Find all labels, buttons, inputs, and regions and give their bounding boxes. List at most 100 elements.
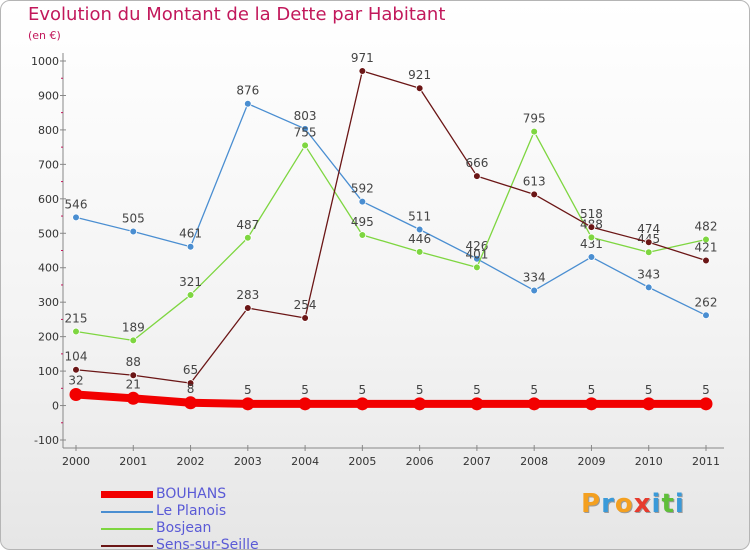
- data-label-bouhans: 5: [244, 383, 252, 397]
- data-point-bosjean: [530, 127, 538, 136]
- x-tick-label: 2011: [692, 455, 720, 468]
- y-tick-label: 600: [38, 193, 59, 206]
- data-point-bouhans: [470, 397, 484, 411]
- data-point-bosjean: [644, 248, 653, 257]
- data-label-bouhans: 5: [473, 383, 481, 397]
- y-tick-label: 400: [38, 262, 59, 275]
- x-tick-label: 2010: [635, 455, 663, 468]
- data-point-bouhans: [413, 397, 427, 411]
- y-tick-label: 100: [38, 365, 59, 378]
- data-label-sens-sur-seille: 474: [637, 222, 660, 236]
- legend-swatch: [101, 545, 153, 547]
- x-tick-label: 2002: [177, 455, 205, 468]
- legend-swatch: [101, 511, 153, 513]
- data-point-sens-sur-seille: [415, 84, 424, 93]
- data-label-bouhans: 32: [68, 374, 83, 388]
- data-label-sens-sur-seille: 518: [580, 207, 603, 221]
- data-label-bosjean: 189: [122, 320, 145, 334]
- data-label-bosjean: 482: [695, 219, 718, 233]
- series-line-bouhans: [72, 390, 710, 408]
- data-point-sens-sur-seille: [587, 223, 596, 231]
- y-tick-label: 900: [38, 89, 59, 102]
- data-point-le-planois: [530, 286, 538, 295]
- data-point-bosjean: [473, 263, 481, 272]
- data-label-bosjean: 487: [236, 218, 259, 232]
- data-label-le-planois: 431: [580, 237, 603, 251]
- y-tick-label: 300: [38, 296, 59, 309]
- data-point-le-planois: [244, 99, 252, 108]
- y-tick-label: 0: [52, 400, 59, 413]
- data-point-le-planois: [644, 283, 653, 292]
- series-line-sens-sur-seille: [75, 70, 707, 384]
- data-label-bosjean: 795: [523, 112, 546, 126]
- data-point-bouhans: [699, 397, 713, 411]
- series-line-bosjean: [75, 130, 707, 342]
- data-label-sens-sur-seille: 283: [236, 288, 259, 302]
- data-label-sens-sur-seille: 666: [465, 156, 488, 170]
- legend-swatch: [101, 491, 153, 498]
- data-point-bouhans: [355, 397, 369, 411]
- data-point-bouhans: [126, 391, 140, 405]
- data-label-bosjean: 215: [65, 311, 88, 325]
- x-tick-label: 2009: [577, 455, 605, 468]
- data-label-sens-sur-seille: 104: [65, 350, 88, 364]
- x-tick-label: 2006: [406, 455, 434, 468]
- data-point-le-planois: [415, 225, 424, 234]
- data-point-sens-sur-seille: [244, 304, 252, 312]
- data-point-bouhans: [298, 397, 312, 411]
- data-label-le-planois: 334: [523, 270, 546, 284]
- data-point-sens-sur-seille: [530, 190, 538, 199]
- data-point-sens-sur-seille: [129, 371, 138, 380]
- data-point-le-planois: [358, 197, 367, 206]
- y-tick-label: -100: [34, 434, 59, 447]
- y-tick-label: 800: [38, 124, 59, 137]
- data-label-bosjean: 446: [408, 232, 431, 246]
- data-label-sens-sur-seille: 971: [351, 51, 374, 65]
- data-label-le-planois: 511: [408, 209, 431, 223]
- data-point-le-planois: [702, 311, 710, 320]
- x-tick-label: 2007: [463, 455, 491, 468]
- x-tick-label: 2005: [348, 455, 376, 468]
- data-label-bouhans: 21: [126, 377, 141, 391]
- data-point-bosjean: [587, 233, 596, 242]
- data-label-bouhans: 5: [588, 383, 596, 397]
- legend-label: BOUHANS: [156, 486, 227, 502]
- data-point-bouhans: [241, 397, 255, 411]
- data-point-sens-sur-seille: [186, 379, 195, 387]
- chart-subtitle: (en €): [28, 29, 61, 42]
- data-label-le-planois: 546: [65, 197, 88, 211]
- data-label-bosjean: 401: [465, 247, 488, 261]
- data-label-bouhans: 5: [702, 383, 710, 397]
- data-point-bosjean: [358, 231, 367, 239]
- data-label-bosjean: 755: [294, 125, 317, 139]
- series-line-le-planois: [75, 103, 707, 316]
- data-label-sens-sur-seille: 613: [523, 174, 546, 188]
- data-point-bosjean: [244, 233, 252, 242]
- data-label-le-planois: 343: [637, 267, 660, 281]
- data-label-sens-sur-seille: 921: [408, 68, 431, 82]
- data-label-sens-sur-seille: 88: [126, 355, 141, 369]
- legend-label: Le Planois: [156, 503, 227, 519]
- data-point-bosjean: [301, 141, 309, 150]
- y-tick-label: 700: [38, 158, 59, 171]
- data-point-le-planois: [301, 125, 309, 133]
- data-label-bouhans: 5: [530, 383, 538, 397]
- data-label-bouhans: 5: [359, 383, 367, 397]
- data-label-le-planois: 426: [465, 239, 488, 253]
- data-point-bosjean: [129, 336, 138, 345]
- data-label-le-planois: 592: [351, 182, 374, 196]
- data-point-sens-sur-seille: [358, 67, 367, 75]
- data-label-bouhans: 8: [187, 382, 195, 396]
- legend-swatch: [101, 528, 153, 530]
- data-label-le-planois: 505: [122, 212, 145, 226]
- data-point-le-planois: [72, 213, 80, 222]
- data-label-sens-sur-seille: 421: [695, 240, 718, 254]
- data-point-sens-sur-seille: [473, 172, 481, 180]
- data-point-sens-sur-seille: [72, 365, 80, 374]
- proxiti-logo: Proxiti: [581, 489, 685, 519]
- data-label-bouhans: 5: [645, 383, 653, 397]
- x-tick-label: 2001: [119, 455, 147, 468]
- chart-title: Evolution du Montant de la Dette par Hab…: [28, 4, 446, 25]
